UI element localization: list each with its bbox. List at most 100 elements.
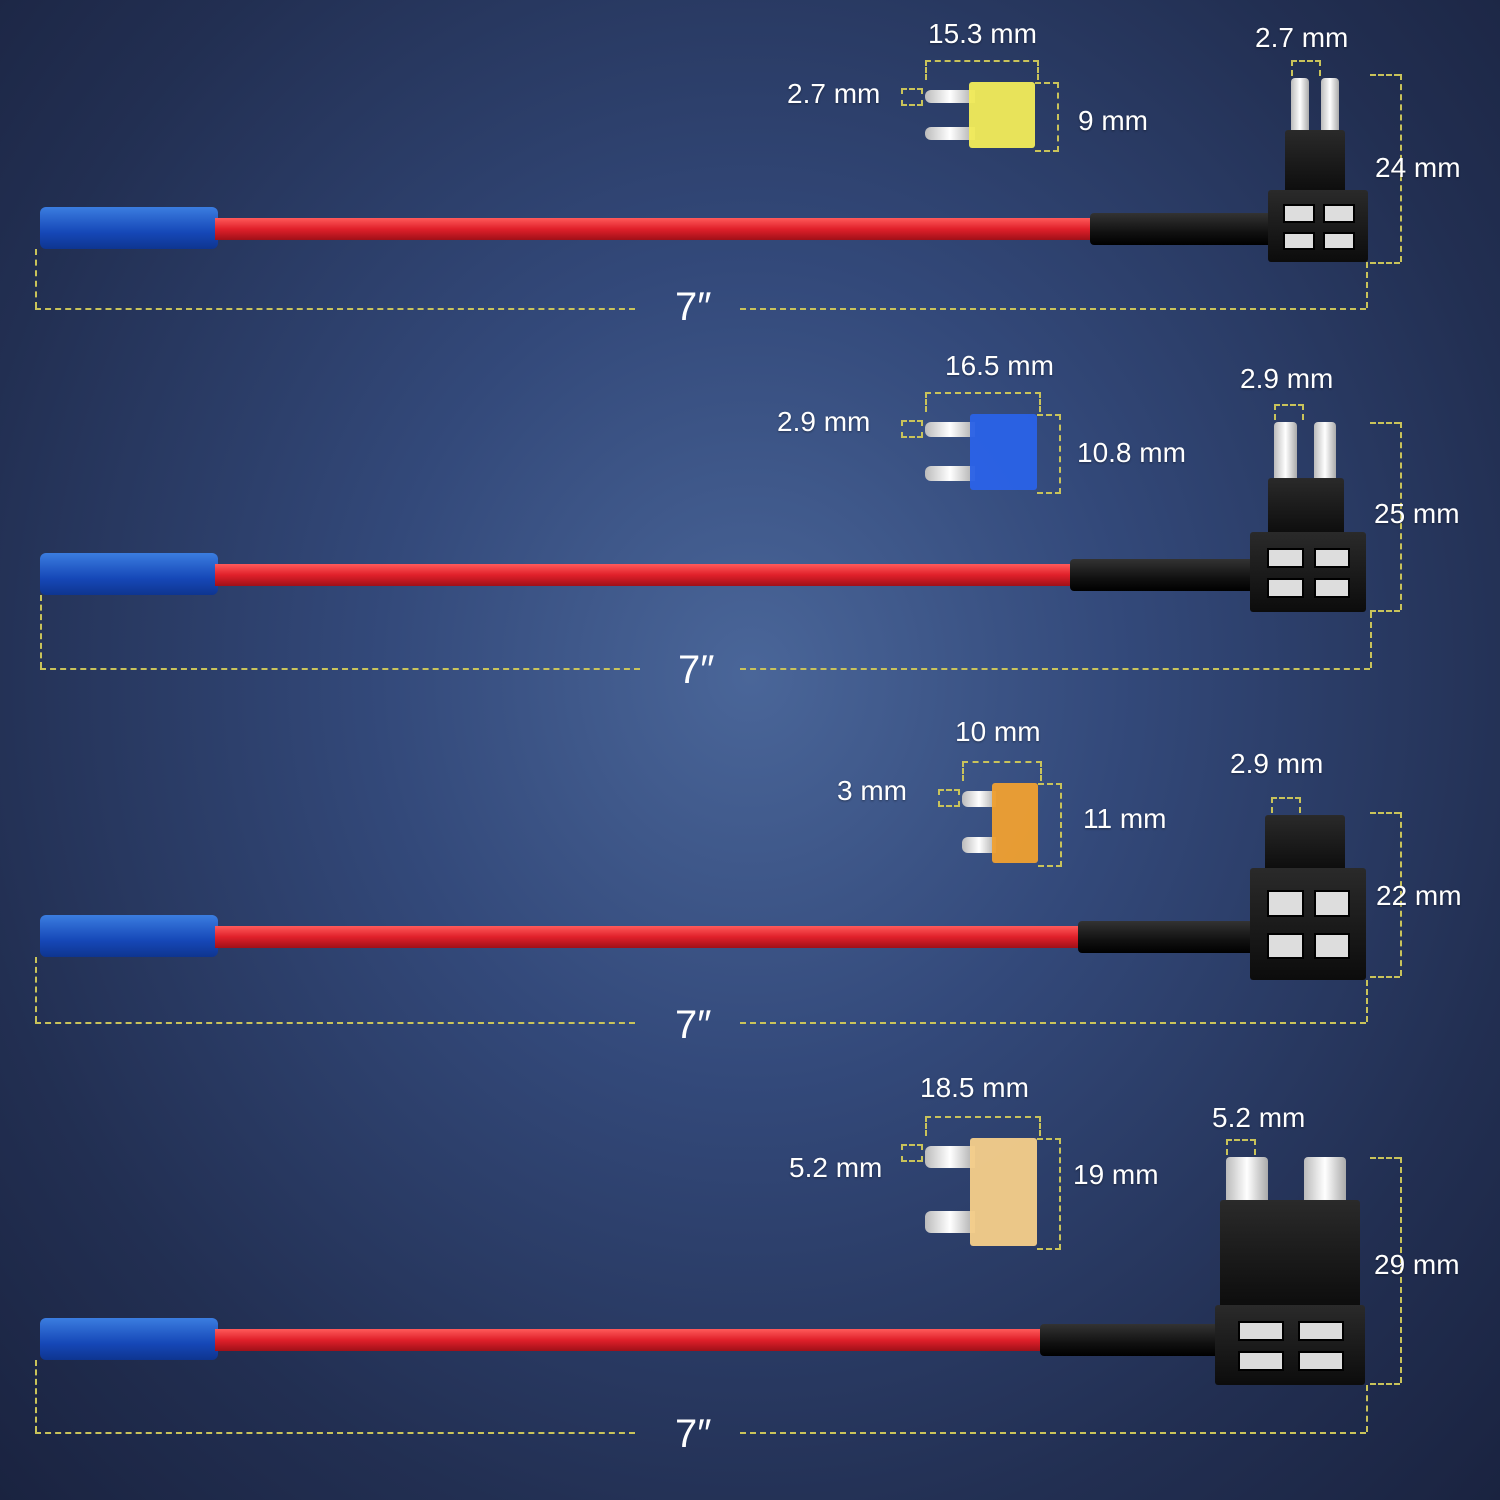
length-dimension-tick-right — [1366, 980, 1368, 1022]
tap-height-tick-bottom — [1370, 610, 1400, 612]
female-terminal — [40, 553, 218, 595]
fuse-tap-body — [1250, 532, 1366, 612]
heat-shrink — [1090, 213, 1273, 245]
fuse-tap-body — [1268, 190, 1368, 262]
fuse-blade-top — [925, 422, 976, 438]
tap-slot — [1313, 890, 1351, 917]
fuse-width-label: 10 mm — [955, 716, 1041, 747]
female-terminal — [40, 207, 218, 249]
fuse-width-dimension — [925, 392, 1041, 412]
length-label: 7″ — [675, 1003, 712, 1047]
tap-height-tick-top — [1370, 74, 1400, 76]
tap-blade-width-dimension — [1226, 1139, 1256, 1155]
blade-width-label: 5.2 mm — [789, 1152, 883, 1183]
tap-blade-right — [1313, 422, 1337, 488]
fuse-width-label: 18.5 mm — [920, 1072, 1029, 1103]
tap-slot — [1313, 932, 1351, 960]
fuse-blade-top — [925, 1146, 976, 1168]
blade-width-dimension — [901, 1144, 923, 1162]
fuse-body — [969, 82, 1035, 148]
tap-height-label: 24 mm — [1375, 152, 1461, 183]
tap-slot — [1267, 578, 1304, 599]
fuse-height-dimension — [1037, 1138, 1061, 1250]
fuse-height-label: 9 mm — [1078, 105, 1148, 136]
length-dimension-tick-left — [35, 1360, 37, 1432]
heat-shrink — [1070, 559, 1255, 591]
fuse-blade-top — [925, 90, 975, 104]
length-label: 7″ — [675, 1412, 712, 1456]
tap-slot — [1323, 204, 1355, 223]
tap-blade-width-dimension — [1274, 404, 1304, 420]
fuse-blade-bottom — [962, 837, 997, 854]
fuse-body — [969, 1138, 1037, 1246]
length-label: 7″ — [675, 285, 712, 329]
tap-blade-width-label: 2.7 mm — [1255, 22, 1349, 53]
tap-upper-body — [1220, 1200, 1360, 1309]
blade-width-label: 2.9 mm — [777, 406, 871, 437]
blade-width-label: 3 mm — [837, 775, 907, 806]
fuse-blade-bottom — [925, 1211, 976, 1234]
tap-blade-width-label: 2.9 mm — [1240, 363, 1334, 394]
red-wire — [215, 926, 1088, 948]
tap-upper-body — [1265, 815, 1345, 872]
fuse-tap-body — [1215, 1305, 1365, 1385]
tap-height-dimension — [1400, 74, 1402, 262]
tap-slot — [1323, 231, 1355, 251]
blade-width-dimension — [901, 420, 923, 438]
fuse-height-label: 11 mm — [1083, 803, 1167, 834]
tap-height-label: 25 mm — [1374, 498, 1460, 529]
blade-width-dimension — [938, 789, 960, 807]
red-wire — [215, 564, 1080, 586]
length-dimension-line-right — [740, 1432, 1366, 1434]
tap-height-dimension — [1400, 812, 1402, 976]
fuse-body — [992, 783, 1038, 863]
fuse-width-dimension — [962, 761, 1042, 781]
tap-blade-left — [1274, 422, 1297, 488]
fuse-blade-bottom — [925, 126, 975, 141]
tap-slot — [1237, 1351, 1284, 1372]
tap-slot — [1313, 578, 1351, 599]
tap-slot — [1267, 890, 1304, 917]
fuse-height-label: 10.8 mm — [1077, 437, 1186, 468]
tap-blade-left — [1291, 78, 1309, 140]
heat-shrink — [1040, 1324, 1220, 1356]
tap-height-dimension — [1400, 1157, 1402, 1383]
tap-height-tick-bottom — [1370, 976, 1400, 978]
heat-shrink — [1078, 921, 1255, 953]
female-terminal — [40, 915, 218, 957]
tap-slot — [1237, 1321, 1284, 1341]
fuse-width-dimension — [925, 1116, 1041, 1136]
length-dimension-tick-left — [35, 957, 37, 1022]
tap-slot — [1283, 231, 1315, 251]
tap-slot — [1297, 1351, 1344, 1372]
length-dimension-tick-left — [40, 595, 42, 668]
length-dimension-tick-right — [1366, 1385, 1368, 1432]
tap-height-tick-top — [1370, 812, 1400, 814]
length-dimension-line-left — [35, 308, 635, 310]
female-terminal — [40, 1318, 218, 1360]
tap-slot — [1267, 548, 1304, 568]
tap-blade-width-label: 2.9 mm — [1230, 748, 1324, 779]
length-dimension-line-left — [35, 1022, 635, 1024]
fuse-width-label: 15.3 mm — [928, 18, 1037, 49]
tap-height-tick-bottom — [1370, 262, 1400, 264]
tap-slot — [1267, 932, 1304, 960]
fuse-blade-top — [962, 791, 997, 807]
tap-slot — [1283, 204, 1315, 223]
length-dimension-line-left — [35, 1432, 635, 1434]
fuse-tap-body — [1250, 868, 1366, 980]
length-dimension-tick-right — [1366, 262, 1368, 308]
tap-height-tick-top — [1370, 1157, 1400, 1159]
fuse-height-label: 19 mm — [1073, 1159, 1159, 1190]
length-label: 7″ — [678, 648, 715, 692]
tap-upper-body — [1285, 130, 1345, 194]
tap-height-tick-top — [1370, 422, 1400, 424]
length-dimension-line-right — [740, 668, 1370, 670]
tap-height-tick-bottom — [1370, 1383, 1400, 1385]
blade-width-dimension — [901, 88, 923, 106]
length-dimension-line-right — [740, 308, 1366, 310]
fuse-height-dimension — [1037, 414, 1061, 494]
fuse-width-dimension — [925, 60, 1039, 80]
fuse-width-label: 16.5 mm — [945, 350, 1054, 381]
fuse-body — [969, 414, 1037, 490]
